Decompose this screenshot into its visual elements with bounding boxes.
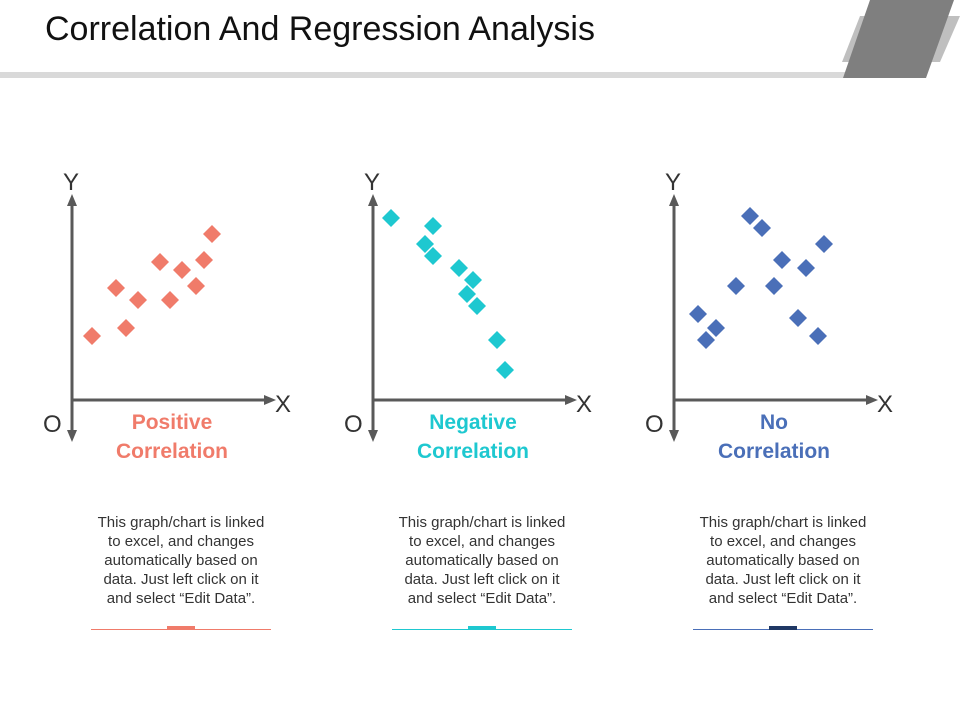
origin-label: O <box>344 411 363 438</box>
scatter-point <box>727 277 745 295</box>
scatter-point <box>797 259 815 277</box>
scatter-point <box>464 271 482 289</box>
description-line: This graph/chart is linked <box>398 514 566 531</box>
scatter-point <box>458 285 476 303</box>
page-title: Correlation And Regression Analysis <box>45 10 595 48</box>
description-line: and select “Edit Data”. <box>708 590 858 607</box>
title-underline <box>0 72 860 78</box>
y-axis-arrow <box>67 430 77 442</box>
origin-label: O <box>645 411 664 438</box>
x-axis-arrow <box>264 395 276 405</box>
scatter-point <box>753 219 771 237</box>
scatter-point <box>151 253 169 271</box>
scatter-point <box>161 291 179 309</box>
description-line: to excel, and changes <box>409 533 555 550</box>
scatter-point <box>789 309 807 327</box>
description-line: to excel, and changes <box>710 533 856 550</box>
scatter-point <box>382 209 400 227</box>
chart-description: This graph/chart is linked to excel, and… <box>81 513 281 608</box>
caption-line: No <box>760 411 788 434</box>
x-axis-arrow <box>565 395 577 405</box>
scatter-point <box>488 331 506 349</box>
scatter-point <box>203 225 221 243</box>
y-axis-label: Y <box>63 169 79 196</box>
chart-caption-none: No Correlation <box>664 408 884 466</box>
scatter-point <box>424 217 442 235</box>
description-line: This graph/chart is linked <box>699 514 867 531</box>
divider-marker <box>769 626 797 630</box>
y-axis-label: Y <box>364 169 380 196</box>
x-axis-label: X <box>877 391 893 418</box>
chart-caption-negative: Negative Correlation <box>363 408 583 466</box>
caption-line: Correlation <box>717 440 830 463</box>
y-axis-arrow <box>368 430 378 442</box>
description-line: This graph/chart is linked <box>97 514 265 531</box>
description-line: data. Just left click on it <box>705 571 861 588</box>
scatter-point <box>107 279 125 297</box>
scatter-point <box>697 331 715 349</box>
scatter-point <box>129 291 147 309</box>
y-axis-arrow <box>368 194 378 206</box>
scatter-point <box>496 361 514 379</box>
x-axis-arrow <box>866 395 878 405</box>
description-line: data. Just left click on it <box>103 571 259 588</box>
scatter-point <box>195 251 213 269</box>
description-line: automatically based on <box>405 552 559 569</box>
caption-line: Correlation <box>416 440 529 463</box>
scatter-point <box>707 319 725 337</box>
y-axis-arrow <box>67 194 77 206</box>
scatter-point <box>741 207 759 225</box>
scatter-point <box>765 277 783 295</box>
scatter-point <box>468 297 486 315</box>
y-axis-label: Y <box>665 169 681 196</box>
description-line: automatically based on <box>104 552 258 569</box>
description-line: automatically based on <box>706 552 860 569</box>
caption-line: Correlation <box>115 440 228 463</box>
scatter-point <box>173 261 191 279</box>
description-line: and select “Edit Data”. <box>407 590 557 607</box>
description-line: to excel, and changes <box>108 533 254 550</box>
y-axis-arrow <box>669 194 679 206</box>
description-line: and select “Edit Data”. <box>106 590 256 607</box>
scatter-point <box>815 235 833 253</box>
divider-marker <box>167 626 195 630</box>
scatter-point <box>83 327 101 345</box>
caption-line: Negative <box>429 411 517 434</box>
scatter-point <box>424 247 442 265</box>
divider-marker <box>468 626 496 630</box>
scatter-point <box>773 251 791 269</box>
x-axis-label: X <box>275 391 291 418</box>
chart-description: This graph/chart is linked to excel, and… <box>382 513 582 608</box>
scatter-point <box>689 305 707 323</box>
caption-line: Positive <box>131 411 213 434</box>
scatter-point <box>416 235 434 253</box>
scatter-point <box>809 327 827 345</box>
description-line: data. Just left click on it <box>404 571 560 588</box>
chart-description: This graph/chart is linked to excel, and… <box>683 513 883 608</box>
scatter-point <box>187 277 205 295</box>
scatter-point <box>117 319 135 337</box>
chart-caption-positive: Positive Correlation <box>62 408 282 466</box>
scatter-point <box>450 259 468 277</box>
x-axis-label: X <box>576 391 592 418</box>
origin-label: O <box>43 411 62 438</box>
y-axis-arrow <box>669 430 679 442</box>
